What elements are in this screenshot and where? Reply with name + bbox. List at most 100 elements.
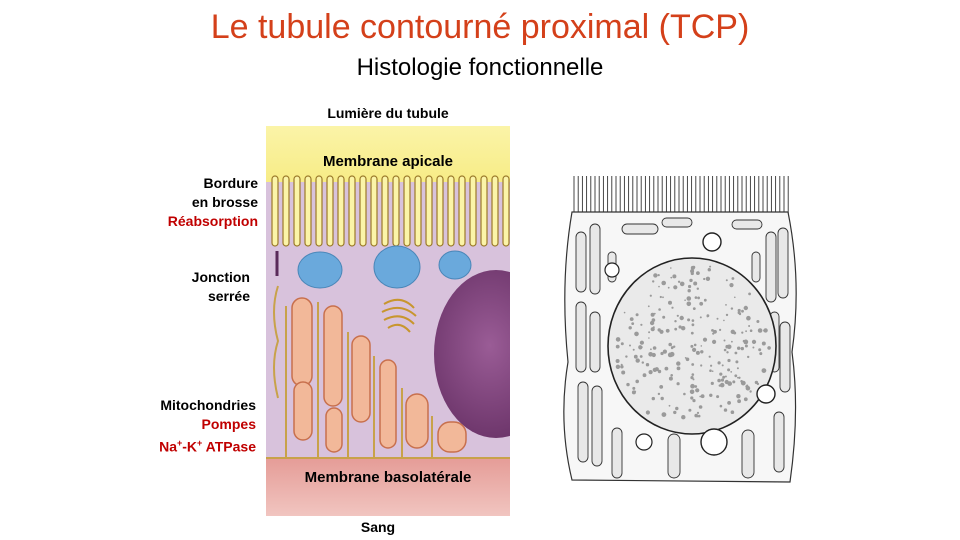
chromatin-speck [681, 326, 686, 331]
chromatin-speck [673, 410, 677, 415]
micrograph-mitochondrion [731, 219, 763, 230]
chromatin-speck [629, 344, 631, 347]
chromatin-speck [648, 352, 653, 357]
chromatin-speck [744, 344, 748, 348]
chromatin-speck [730, 307, 734, 310]
tight-junction-line2: serrée [207, 288, 250, 304]
chromatin-speck [691, 363, 695, 366]
chromatin-speck [657, 274, 660, 277]
chromatin-speck [670, 374, 673, 377]
chromatin-speck [681, 415, 686, 420]
chromatin-speck [688, 284, 692, 289]
chromatin-speck [727, 358, 731, 363]
vesicle [373, 245, 421, 289]
chromatin-speck [717, 361, 721, 365]
micrograph-mitochondrion [741, 429, 755, 479]
mitochondria-name: Mitochondries [160, 397, 256, 413]
chromatin-speck [659, 329, 664, 334]
chromatin-speck [727, 401, 731, 405]
chromatin-speck [719, 372, 723, 376]
chromatin-speck [629, 317, 634, 321]
chromatin-speck [734, 296, 736, 299]
microvillus [469, 175, 477, 247]
chromatin-speck [716, 317, 719, 320]
chromatin-speck [615, 364, 621, 369]
chromatin-speck [626, 382, 630, 387]
chromatin-speck [615, 359, 620, 363]
chromatin-speck [747, 355, 750, 359]
chromatin-speck [615, 344, 620, 349]
micrograph-mitochondrion [661, 217, 693, 228]
chromatin-speck [737, 308, 741, 313]
chromatin-speck [767, 346, 771, 350]
chromatin-speck [665, 328, 670, 333]
chromatin-speck [699, 395, 702, 398]
chromatin-speck [631, 390, 636, 395]
microvillus [293, 175, 301, 247]
lumen-label: Lumière du tubule [327, 105, 449, 121]
chromatin-speck [661, 280, 666, 286]
chromatin-speck [754, 341, 757, 343]
microvillus [370, 175, 378, 247]
chromatin-speck [689, 389, 695, 395]
microvillus [337, 175, 345, 247]
mitochondria-function-line1: Pompes [201, 416, 256, 432]
chromatin-speck [693, 343, 697, 347]
chromatin-speck [702, 337, 708, 342]
chromatin-speck [724, 375, 727, 378]
chromatin-speck [653, 273, 658, 278]
chromatin-speck [620, 342, 624, 346]
chromatin-speck [669, 351, 675, 357]
chromatin-speck [683, 392, 686, 396]
chromatin-speck [638, 345, 642, 349]
brush-border-function: Réabsorption [167, 213, 258, 229]
mitochondria-function-line2: Na+-K+ ATPase [159, 438, 256, 455]
chromatin-speck [686, 296, 692, 301]
chromatin-speck [634, 331, 639, 337]
chromatin-speck [740, 346, 744, 351]
chromatin-speck [652, 367, 657, 372]
chromatin-speck [698, 405, 703, 409]
chromatin-speck [721, 364, 724, 367]
chromatin-speck [723, 339, 726, 342]
chromatin-speck [631, 322, 635, 325]
microvillus [392, 175, 400, 247]
basolateral-membrane-label: Membrane basolatérale [305, 469, 472, 486]
basal-region [266, 458, 510, 516]
nucleus [434, 270, 510, 438]
microvillus [458, 175, 466, 247]
chromatin-speck [756, 320, 760, 323]
chromatin-speck [745, 330, 747, 333]
golgi-apparatus [381, 298, 417, 333]
microvillus [502, 175, 510, 247]
chromatin-speck [640, 323, 643, 326]
chromatin-speck [625, 355, 628, 358]
chromatin-speck [740, 380, 746, 386]
chromatin-speck [632, 386, 636, 390]
chromatin-speck [692, 399, 696, 403]
chromatin-speck [690, 269, 695, 274]
chromatin-speck [719, 328, 722, 331]
chromatin-speck [731, 277, 735, 280]
chromatin-speck [713, 329, 717, 334]
chromatin-speck [620, 363, 623, 366]
chromatin-speck [737, 399, 741, 404]
micrograph-mitochondrion [589, 311, 601, 373]
chromatin-speck [757, 328, 763, 333]
micrograph-mitochondrion [589, 223, 601, 295]
lateral-membrane-left [273, 285, 280, 399]
chromatin-speck [694, 413, 698, 418]
micrograph-vacuole [756, 384, 776, 404]
chromatin-speck [678, 325, 682, 329]
chromatin-speck [737, 346, 741, 350]
chromatin-speck [642, 373, 647, 378]
chromatin-speck [703, 277, 706, 281]
chromatin-speck [741, 309, 744, 313]
chromatin-speck [741, 331, 744, 334]
chromatin-speck [679, 281, 685, 287]
chromatin-speck [662, 349, 667, 354]
microvillus [414, 175, 422, 247]
chromatin-speck [706, 314, 710, 318]
chromatin-speck [623, 311, 626, 314]
chromatin-speck [760, 352, 762, 354]
